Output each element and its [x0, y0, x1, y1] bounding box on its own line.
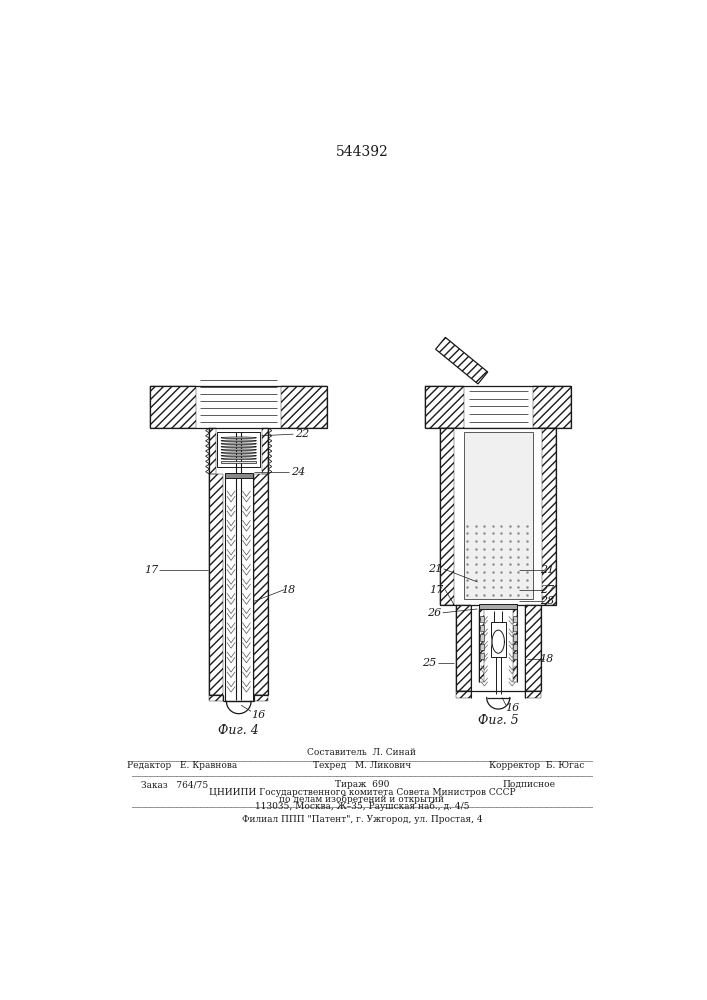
Text: Составитель  Л. Синай: Составитель Л. Синай [308, 748, 416, 757]
Bar [480, 644, 484, 650]
Bar [513, 625, 517, 631]
Text: 24: 24 [291, 467, 305, 477]
Text: 18: 18 [281, 585, 296, 595]
Bar [456, 605, 472, 691]
Bar [425, 386, 464, 428]
Text: 16: 16 [505, 703, 519, 713]
Bar [479, 604, 518, 609]
Bar [480, 616, 484, 622]
Ellipse shape [221, 446, 257, 448]
Bar [150, 386, 197, 428]
Text: ЦНИИПИ Государственного комитета Совета Министров СССР: ЦНИИПИ Государственного комитета Совета … [209, 788, 515, 797]
Bar [225, 473, 252, 478]
Text: 21: 21 [539, 565, 554, 575]
Bar [480, 625, 484, 631]
Ellipse shape [221, 443, 257, 445]
Text: по делам изобретений и открытий: по делам изобретений и открытий [279, 794, 445, 804]
Text: 21: 21 [428, 564, 442, 574]
Bar [513, 634, 517, 641]
Ellipse shape [221, 455, 257, 457]
Ellipse shape [221, 437, 257, 439]
Bar [254, 695, 268, 701]
Bar [262, 428, 268, 474]
Polygon shape [440, 428, 556, 605]
Bar [221, 461, 257, 463]
Bar [513, 653, 517, 659]
Bar [254, 474, 268, 695]
Text: Фиг. 4: Фиг. 4 [218, 724, 259, 737]
Polygon shape [150, 386, 327, 428]
Bar [525, 605, 541, 691]
Bar [479, 609, 484, 682]
Text: 22: 22 [296, 429, 310, 439]
Bar [464, 432, 533, 599]
Text: Филиал ППП "Патент", г. Ужгород, ул. Простая, 4: Филиал ППП "Патент", г. Ужгород, ул. Про… [242, 815, 482, 824]
Bar [209, 474, 223, 695]
Polygon shape [492, 630, 504, 653]
Bar [480, 634, 484, 641]
Bar [440, 428, 455, 605]
Text: 26: 26 [427, 608, 441, 618]
Text: Техред   М. Ликович: Техред М. Ликович [312, 761, 411, 770]
Text: 25: 25 [422, 658, 437, 668]
Bar [525, 691, 541, 698]
Bar [513, 616, 517, 622]
Ellipse shape [221, 458, 257, 460]
Text: Тираж  690: Тираж 690 [335, 780, 389, 789]
Bar [533, 386, 571, 428]
Bar [491, 622, 506, 657]
Text: Фиг. 5: Фиг. 5 [478, 714, 519, 727]
Text: 16: 16 [251, 710, 265, 720]
Bar [209, 428, 216, 474]
Text: Редактор   Е. Кравнова: Редактор Е. Кравнова [127, 761, 238, 770]
Text: Заказ   764/75: Заказ 764/75 [141, 780, 209, 789]
Text: 544392: 544392 [336, 145, 388, 159]
Bar [217, 432, 260, 466]
Polygon shape [425, 386, 571, 428]
Bar [513, 644, 517, 650]
Text: 113035, Москва, Ж–35, Раушская наб., д. 4/5: 113035, Москва, Ж–35, Раушская наб., д. … [255, 801, 469, 811]
Bar [209, 695, 223, 701]
Bar [480, 653, 484, 659]
Bar [456, 691, 472, 698]
Text: 18: 18 [539, 654, 554, 664]
Text: Подписное: Подписное [503, 780, 556, 789]
Text: 27: 27 [539, 585, 554, 595]
Bar [513, 609, 518, 682]
Text: Корректор  Б. Югас: Корректор Б. Югас [489, 761, 585, 770]
Bar [542, 428, 556, 605]
Text: 17: 17 [429, 585, 443, 595]
Ellipse shape [221, 440, 257, 442]
Ellipse shape [221, 449, 257, 451]
Bar [281, 386, 327, 428]
Ellipse shape [221, 452, 257, 454]
Text: 28: 28 [539, 596, 554, 606]
Text: 17: 17 [145, 565, 159, 575]
